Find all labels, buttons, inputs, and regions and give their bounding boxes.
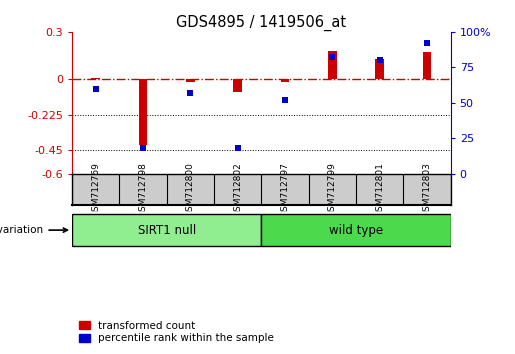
- Point: [92, 86, 100, 91]
- Bar: [375, 59, 384, 79]
- Text: GSM712802: GSM712802: [233, 162, 242, 217]
- Bar: [186, 79, 195, 82]
- Bar: [281, 79, 289, 82]
- Point: [328, 55, 336, 60]
- Point: [186, 90, 195, 96]
- Point: [281, 97, 289, 103]
- Legend: transformed count, percentile rank within the sample: transformed count, percentile rank withi…: [77, 319, 276, 345]
- Point: [375, 57, 384, 63]
- Bar: [423, 52, 431, 79]
- Title: GDS4895 / 1419506_at: GDS4895 / 1419506_at: [176, 14, 347, 30]
- Bar: [328, 51, 337, 79]
- Bar: [92, 78, 100, 79]
- Bar: [233, 79, 242, 92]
- Text: genotype/variation: genotype/variation: [0, 225, 67, 235]
- Text: wild type: wild type: [329, 224, 383, 236]
- FancyBboxPatch shape: [72, 214, 261, 246]
- Text: GSM712803: GSM712803: [422, 162, 432, 217]
- Text: SIRT1 null: SIRT1 null: [138, 224, 196, 236]
- Bar: [139, 79, 147, 145]
- Text: GSM712797: GSM712797: [281, 162, 289, 217]
- Point: [234, 145, 242, 151]
- Text: GSM712801: GSM712801: [375, 162, 384, 217]
- Point: [423, 40, 431, 46]
- Text: GSM712769: GSM712769: [91, 162, 100, 217]
- Point: [139, 145, 147, 151]
- Text: GSM712798: GSM712798: [139, 162, 148, 217]
- Text: GSM712800: GSM712800: [186, 162, 195, 217]
- FancyBboxPatch shape: [261, 214, 451, 246]
- Text: GSM712799: GSM712799: [328, 162, 337, 217]
